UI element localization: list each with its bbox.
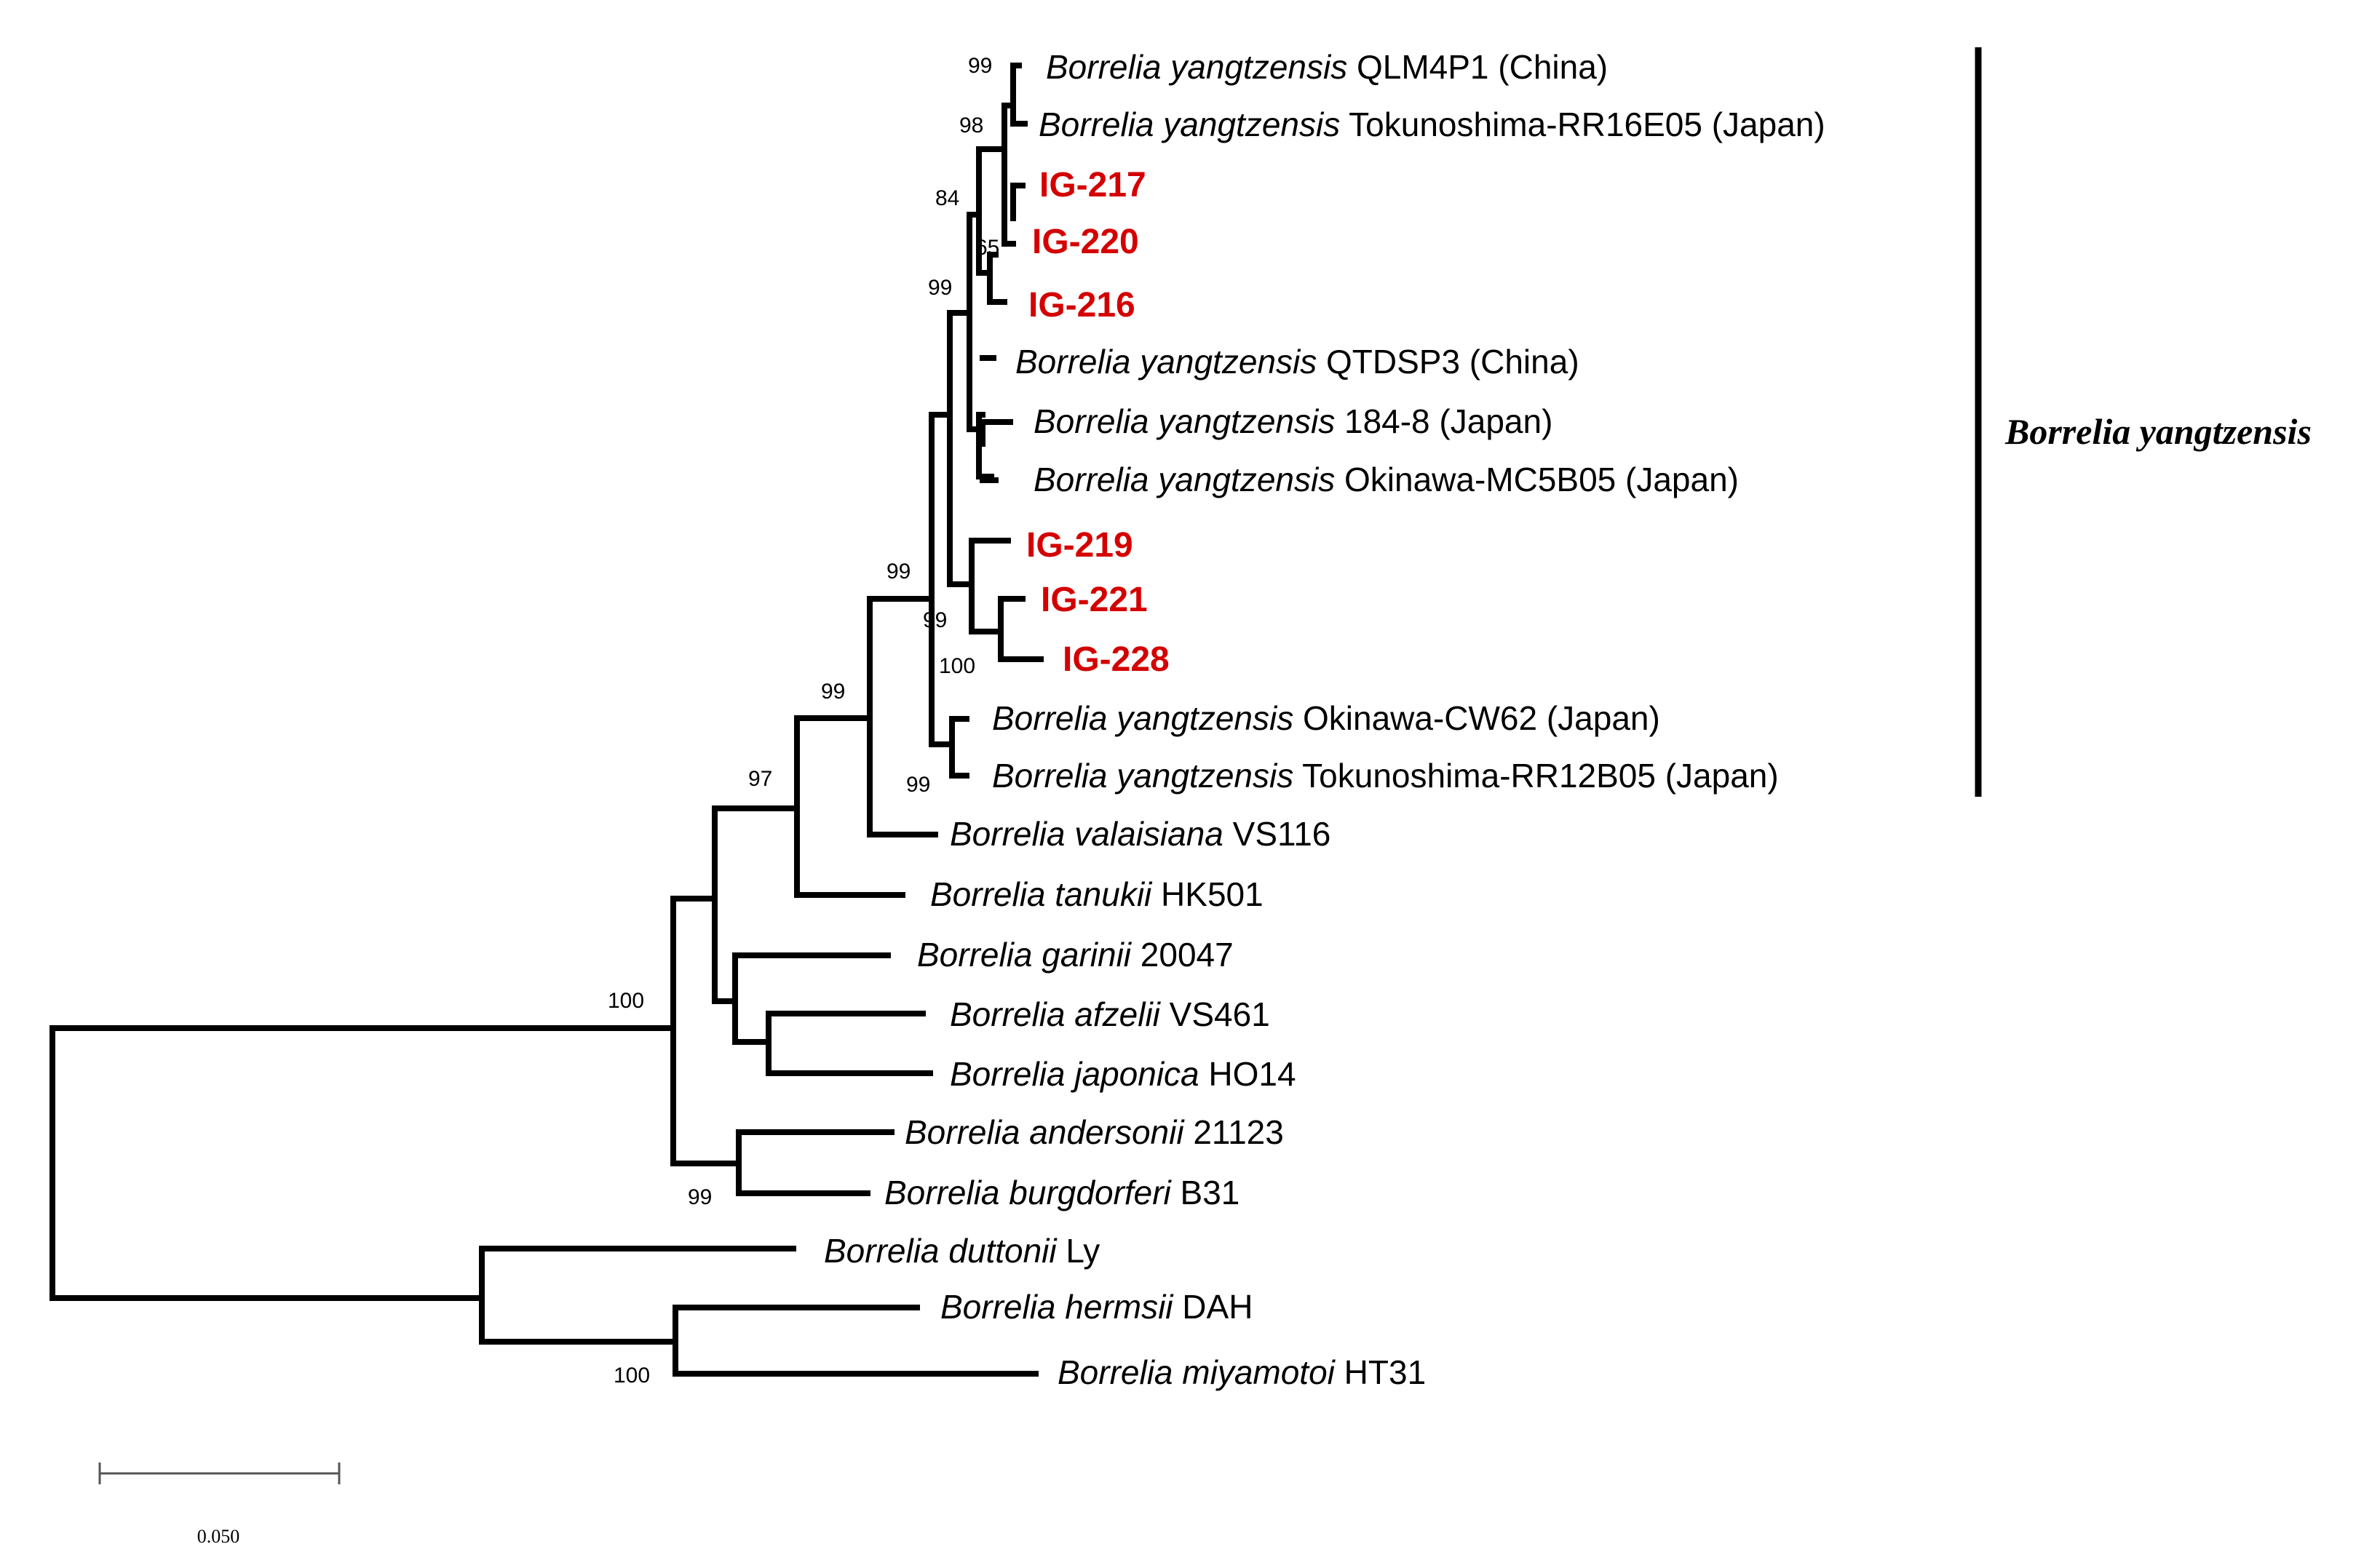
branch-lyme-group bbox=[670, 896, 742, 1166]
branch-root bbox=[49, 1025, 676, 1301]
bootstrap-ig220_group: 65 bbox=[975, 236, 999, 260]
leaf-ig228: IG-228 bbox=[1063, 640, 1170, 679]
leaf-burgdorferi: Borrelia burgdorferi B31 bbox=[884, 1174, 1239, 1211]
leaf-species: Borrelia yangtzensis bbox=[1046, 48, 1347, 86]
leaf-strain: HO14 bbox=[1199, 1055, 1296, 1093]
tree-branches bbox=[49, 63, 1044, 1377]
bootstrap-rr16e05_group: 98 bbox=[959, 114, 983, 138]
leaf-rr16e05: Borrelia yangtzensis Tokunoshima-RR16E05… bbox=[1039, 106, 1825, 143]
leaf-garinii: Borrelia garinii 20047 bbox=[917, 936, 1234, 974]
leaf-strain: HK501 bbox=[1151, 875, 1263, 913]
branch-tanukii-group bbox=[794, 715, 905, 898]
leaf-strain: Okinawa-CW62 (Japan) bbox=[1293, 699, 1660, 737]
leaf-ig220: IG-220 bbox=[1032, 223, 1139, 261]
leaf-b1848: Borrelia yangtzensis 184-8 (Japan) bbox=[1034, 402, 1552, 440]
branch-ig220-group bbox=[987, 252, 1007, 305]
leaf-strain: 21123 bbox=[1184, 1113, 1284, 1151]
branch-valaisiana-group bbox=[867, 596, 938, 837]
bootstrap-relapsing_fever: 100 bbox=[614, 1364, 650, 1388]
leaf-species: Borrelia tanukii bbox=[930, 875, 1153, 913]
branch-ig219-group bbox=[969, 538, 1011, 634]
leaf-andersonii: Borrelia andersonii 21123 bbox=[905, 1113, 1284, 1151]
leaf-species: Borrelia miyamotoi bbox=[1058, 1353, 1336, 1391]
leaf-strain: VS116 bbox=[1223, 815, 1330, 853]
leaf-species: Borrelia duttonii bbox=[824, 1232, 1058, 1270]
leaf-qtdsp3: Borrelia yangtzensis QTDSP3 (China) bbox=[1015, 343, 1579, 381]
bootstrap-ig_cluster: 84 bbox=[935, 186, 959, 210]
leaf-species: Borrelia japonica bbox=[950, 1055, 1199, 1093]
leaf-species: Borrelia valaisiana bbox=[950, 815, 1223, 853]
scale-bar-label: 0.050 bbox=[197, 1526, 240, 1547]
bootstrap-valaisiana_group: 99 bbox=[821, 680, 845, 704]
branch-ig221-ig228 bbox=[998, 596, 1044, 662]
leaf-hermsii: Borrelia hermsii DAH bbox=[940, 1288, 1253, 1326]
branch-japan-group bbox=[976, 412, 994, 479]
leaf-afzelii: Borrelia afzelii VS461 bbox=[950, 995, 1270, 1033]
leaf-strain: B31 bbox=[1171, 1174, 1240, 1211]
bootstrap-ig221_ig228: 100 bbox=[939, 654, 975, 678]
leaf-stubs bbox=[929, 183, 1026, 747]
leaf-species: Borrelia afzelii bbox=[950, 995, 1162, 1033]
leaf-strain: 184-8 (Japan) bbox=[1335, 402, 1552, 440]
leaf-tanukii: Borrelia tanukii HK501 bbox=[930, 875, 1264, 913]
leaf-species: Borrelia yangtzensis bbox=[1034, 402, 1335, 440]
leaf-species: Borrelia yangtzensis bbox=[1039, 106, 1340, 143]
bootstrap-ig219_group: 99 bbox=[923, 608, 947, 632]
leaf-ig219: IG-219 bbox=[1026, 526, 1133, 565]
leaf-strain: HT31 bbox=[1335, 1353, 1426, 1391]
leaf-species: Borrelia hermsii bbox=[940, 1288, 1174, 1326]
branch-upper-clade bbox=[947, 310, 975, 587]
bootstrap-upper_clade: 99 bbox=[928, 276, 952, 300]
branch-andersonii-burgdorferi bbox=[736, 1129, 895, 1196]
leaf-species: Borrelia yangtzensis bbox=[1034, 461, 1335, 498]
leaf-strain: QTDSP3 (China) bbox=[1317, 343, 1579, 381]
clade-label: Borrelia yangtzensis bbox=[2004, 411, 2312, 452]
leaf-duttonii: Borrelia duttonii Ly bbox=[824, 1232, 1100, 1270]
leaf-miyamotoi: Borrelia miyamotoi HT31 bbox=[1058, 1353, 1426, 1391]
branch-cw62-rr12b05 bbox=[949, 716, 969, 779]
bootstrap-tanukii_group: 97 bbox=[748, 767, 772, 791]
bootstrap-lyme_group: 100 bbox=[608, 989, 644, 1013]
leaf-ig216: IG-216 bbox=[1028, 286, 1135, 325]
leaf-strain: 20047 bbox=[1131, 936, 1234, 974]
branch-qlm4p1-group bbox=[1010, 63, 1028, 127]
leaf-species: Borrelia yangtzensis bbox=[1015, 343, 1317, 381]
leaf-japonica: Borrelia japonica HO14 bbox=[950, 1055, 1296, 1093]
bootstrap-labels: 99 98 84 65 99 99 99 100 99 99 97 100 99 100 bbox=[608, 54, 999, 1388]
leaf-strain: Ly bbox=[1057, 1232, 1100, 1270]
leaf-strain: DAH bbox=[1173, 1288, 1253, 1326]
leaf-qlm4p1: Borrelia yangtzensis QLM4P1 (China) bbox=[1046, 48, 1608, 86]
branch-afzelii-japonica bbox=[766, 1011, 933, 1076]
bootstrap-qlm4p1_group: 99 bbox=[968, 54, 992, 78]
leaf-strain: Tokunoshima-RR16E05 (Japan) bbox=[1340, 106, 1825, 143]
leaf-strain: Okinawa-MC5B05 (Japan) bbox=[1335, 461, 1739, 498]
branch-relapsing-fever bbox=[479, 1246, 796, 1345]
leaf-cw62: Borrelia yangtzensis Okinawa-CW62 (Japan… bbox=[992, 699, 1660, 737]
leaf-ig221: IG-221 bbox=[1041, 581, 1148, 619]
leaf-rr12b05: Borrelia yangtzensis Tokunoshima-RR12B05… bbox=[992, 757, 1779, 795]
leaf-species: Borrelia garinii bbox=[917, 936, 1133, 974]
leaf-species: Borrelia burgdorferi bbox=[884, 1174, 1173, 1211]
leaf-species: Borrelia yangtzensis bbox=[992, 757, 1293, 795]
scale-bar: 0.050 bbox=[98, 1462, 341, 1547]
bootstrap-cw62_rr12b05: 99 bbox=[906, 773, 930, 797]
leaf-strain: VS461 bbox=[1160, 995, 1270, 1033]
leaf-strain: QLM4P1 (China) bbox=[1347, 48, 1608, 86]
branch-inner-lyme bbox=[712, 805, 800, 1004]
leaf-valaisiana: Borrelia valaisiana VS116 bbox=[950, 815, 1330, 853]
branch-garinii-group bbox=[732, 952, 891, 1045]
leaf-strain: Tokunoshima-RR12B05 (Japan) bbox=[1293, 757, 1779, 795]
bootstrap-yangtzensis_clade: 99 bbox=[886, 560, 911, 584]
leaf-ig217: IG-217 bbox=[1039, 166, 1146, 204]
bootstrap-andersonii_burgdorferi: 99 bbox=[688, 1185, 712, 1209]
leaf-mc5b05: Borrelia yangtzensis Okinawa-MC5B05 (Jap… bbox=[1034, 461, 1739, 498]
leaf-species: Borrelia andersonii bbox=[905, 1113, 1185, 1151]
branch-hermsii-miyamotoi bbox=[673, 1305, 1039, 1377]
leaf-species: Borrelia yangtzensis bbox=[992, 699, 1293, 737]
leaf-labels: Borrelia yangtzensis QLM4P1 (China)Borre… bbox=[824, 48, 1825, 1391]
